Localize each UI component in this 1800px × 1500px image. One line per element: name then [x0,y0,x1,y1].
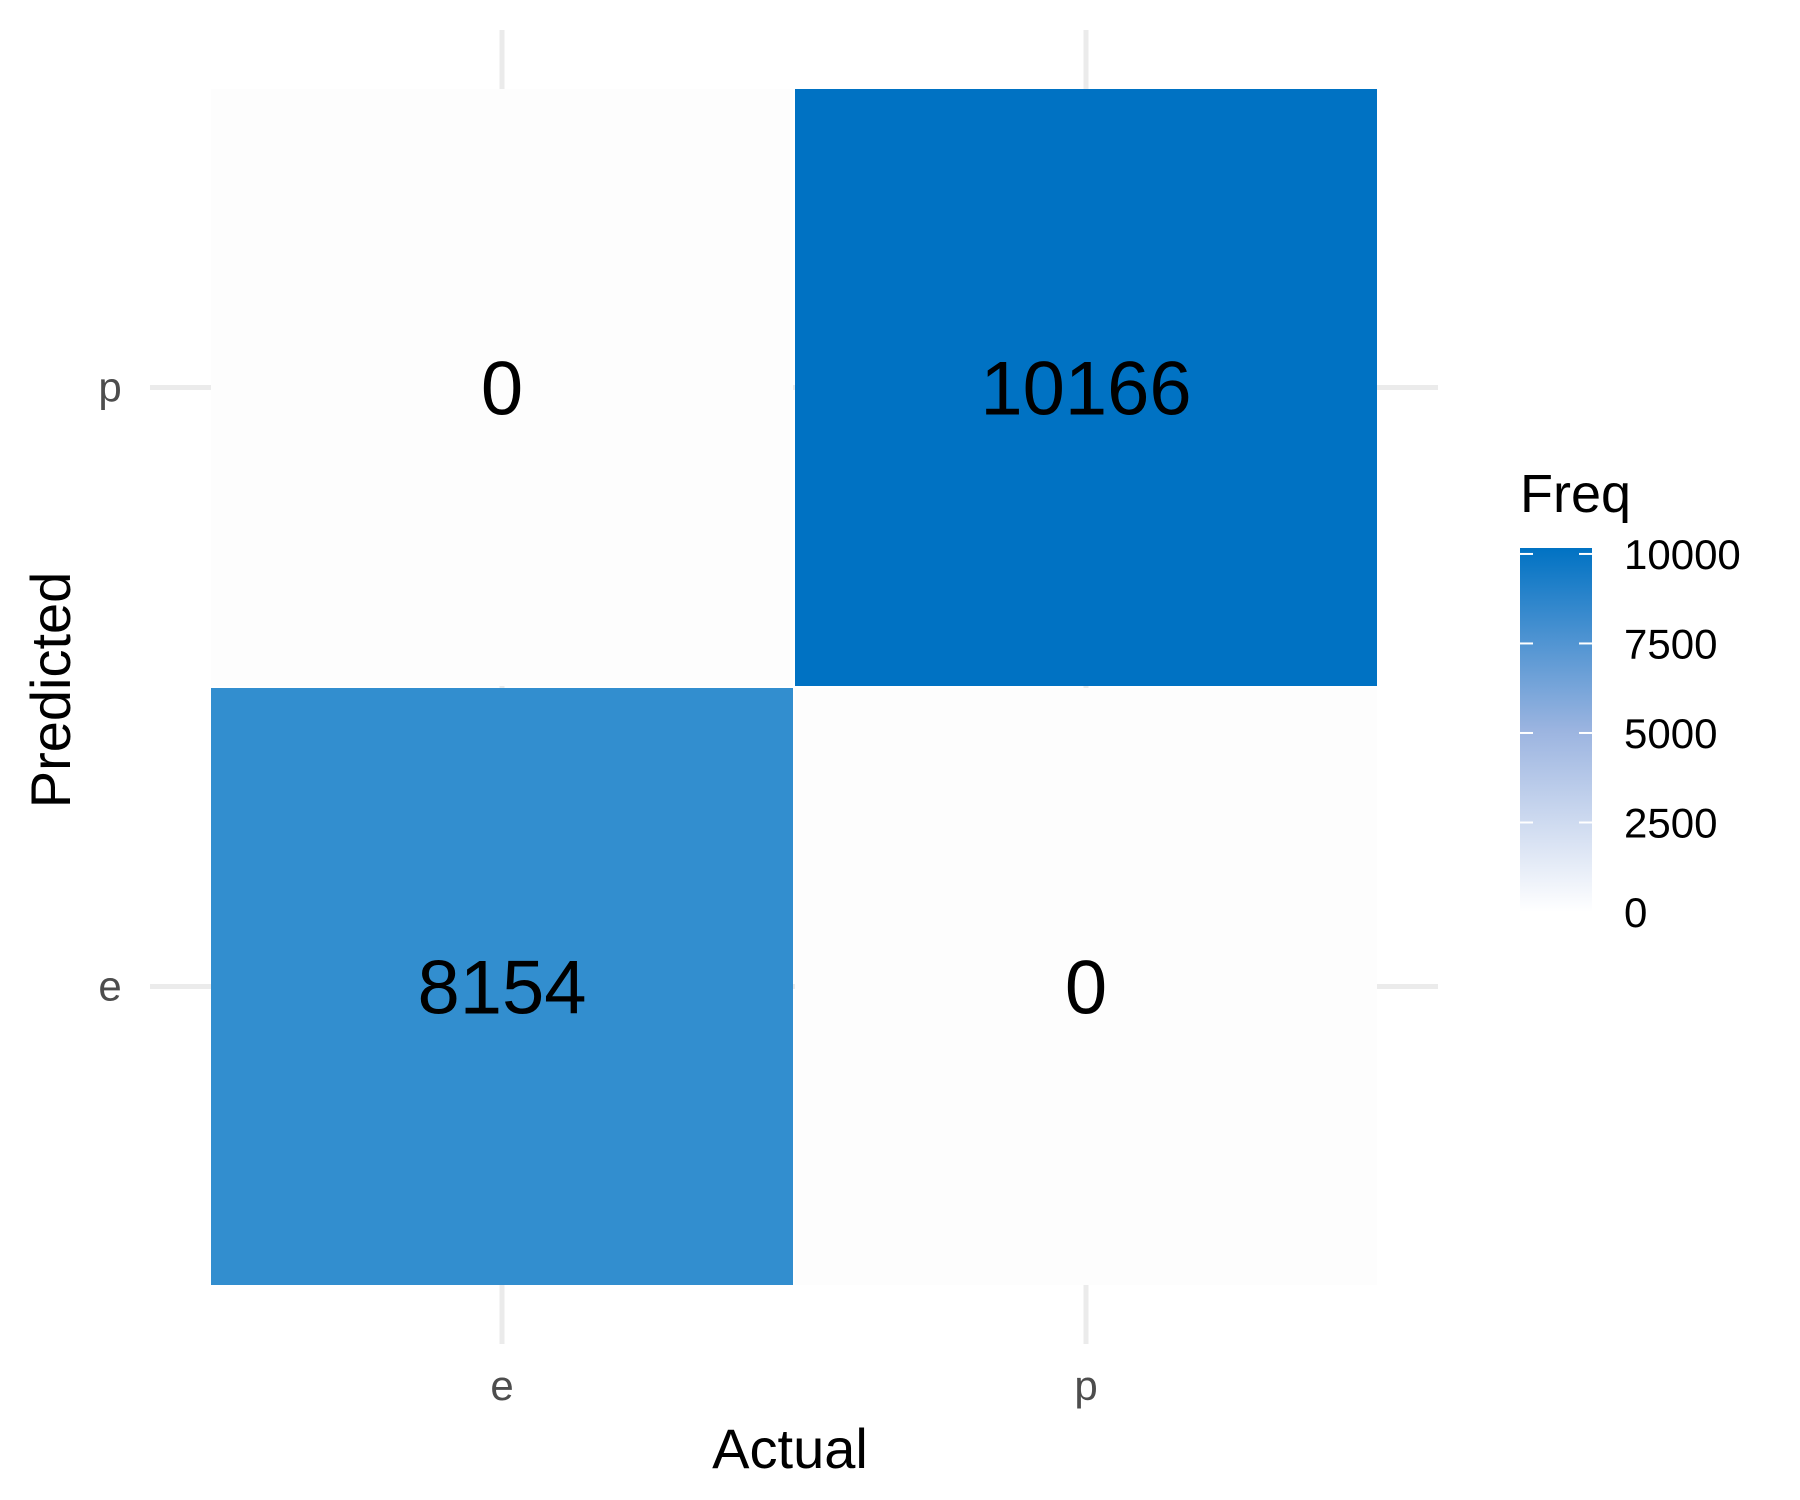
y-axis-ticks: ep [98,364,121,1010]
heatmap-cells [211,89,1377,1285]
cell-value-labels: 0 10166 8154 0 [417,347,1191,1031]
heatmap-cell-e-p [211,89,793,686]
x-tick-label-p: p [1074,1362,1097,1409]
cell-value-p-e: 0 [1065,946,1107,1031]
legend-tick-label-5000: 5000 [1624,710,1717,757]
legend-tick-label-7500: 7500 [1624,620,1717,667]
x-axis-title: Actual [712,1417,868,1480]
color-legend: Freq 0 2500 5000 7500 10000 [1520,464,1741,936]
y-tick-label-p: p [98,364,121,411]
legend-tick-label-2500: 2500 [1624,799,1717,846]
legend-tick-label-0: 0 [1624,889,1647,936]
y-tick-label-e: e [98,963,121,1010]
heatmap-cell-p-p [795,89,1377,686]
cell-value-p-p: 10166 [980,347,1191,432]
heatmap-cell-p-e [795,688,1377,1285]
y-axis-title: Predicted [19,572,82,809]
legend-title: Freq [1520,464,1631,524]
legend-color-bar [1520,548,1592,912]
legend-tick-label-10000: 10000 [1624,531,1741,578]
cell-value-e-e: 8154 [417,946,586,1031]
legend-ticks: 0 2500 5000 7500 10000 [1520,531,1741,936]
x-tick-label-e: e [490,1362,513,1409]
cell-value-e-p: 0 [481,347,523,432]
heatmap-cell-e-e [211,688,793,1285]
